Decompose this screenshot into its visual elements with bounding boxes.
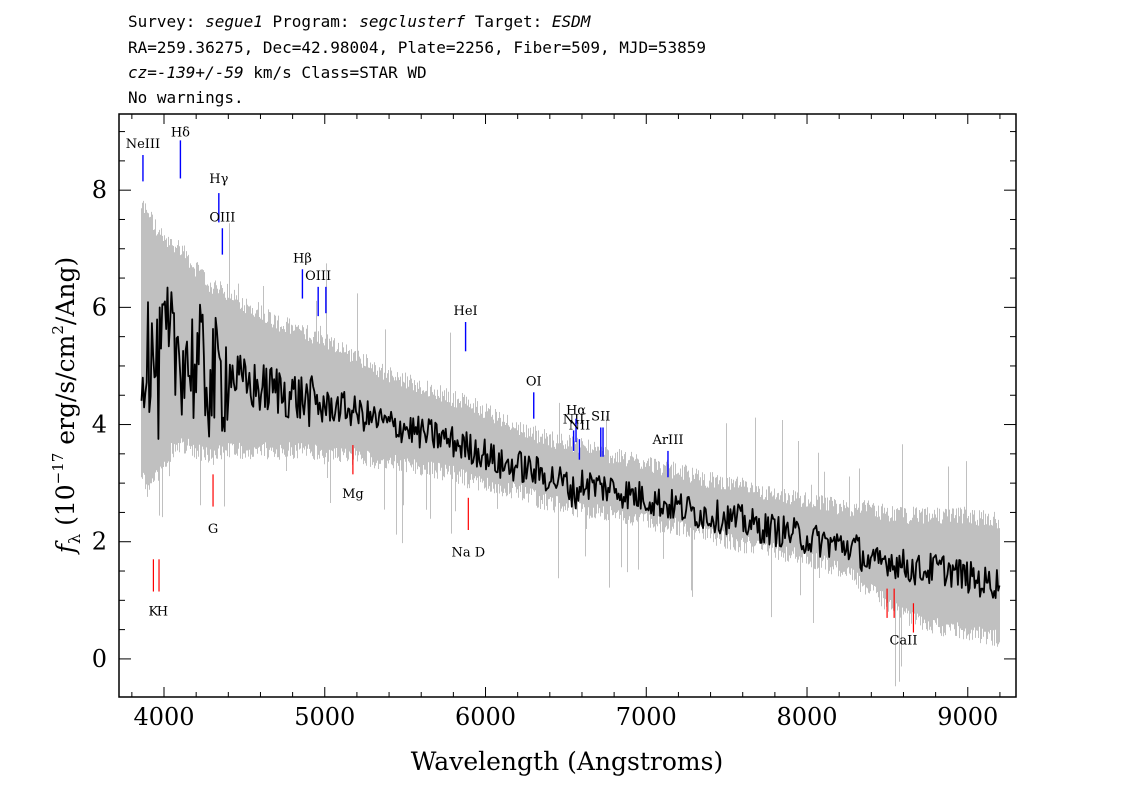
- emission-line-label: HeI: [453, 304, 477, 319]
- spectral-lines: NeIIIHδHγOIIIHβOIIIHeIOINIIHαNIISIIArIII…: [126, 125, 918, 648]
- redshift-value: cz=-139+/-59: [128, 63, 244, 82]
- flux-line: [140, 286, 1001, 599]
- x-tick-label: 7000: [616, 703, 677, 731]
- program-value: segclusterf: [359, 12, 466, 31]
- header-line-3: cz=-139+/-59 km/s Class=STAR WD: [128, 63, 427, 82]
- x-tick-label: 5000: [294, 703, 355, 731]
- y-tick-label: 8: [92, 176, 107, 204]
- plot-frame: [118, 113, 1017, 698]
- absorption-line-label: K: [149, 604, 159, 619]
- x-tick-label: 6000: [455, 703, 516, 731]
- x-tick-label: 9000: [937, 703, 998, 731]
- emission-line-label: NII: [563, 412, 585, 427]
- program-label: Program:: [262, 12, 360, 31]
- survey-value: segue1: [205, 12, 263, 31]
- plot-area: [140, 200, 1001, 687]
- emission-line-label: Hβ: [293, 251, 312, 266]
- emission-line-label: Hγ: [209, 172, 228, 187]
- absorption-line-label: Mg: [342, 487, 364, 502]
- y-axis-title: fλ (10−17 erg/s/cm2/Ang): [49, 257, 84, 556]
- x-tick-label: 4000: [133, 703, 194, 731]
- absorption-line-label: H: [157, 604, 168, 619]
- y-tick-label: 4: [92, 411, 107, 439]
- absorption-line-label: G: [208, 522, 218, 537]
- y-tick-label: 2: [92, 528, 107, 556]
- axis-ticks: 4000 5000 6000 7000 8000 9000 0 2 4 6 8: [92, 114, 1016, 731]
- emission-line-label: Hδ: [171, 125, 190, 140]
- emission-line-label: NII: [569, 418, 591, 433]
- target-value: ESDM: [551, 12, 591, 31]
- x-tick-label: 8000: [776, 703, 837, 731]
- target-label: Target:: [465, 12, 552, 31]
- absorption-line-label: Na D: [451, 546, 485, 561]
- x-axis-title: Wavelength (Angstroms): [411, 747, 723, 776]
- emission-line-label: OIII: [305, 269, 331, 284]
- emission-line-label: NeIII: [126, 137, 160, 152]
- y-tick-label: 0: [92, 645, 107, 673]
- absorption-line-label: CaII: [889, 634, 917, 649]
- emission-line-label: OI: [526, 374, 542, 389]
- survey-label: Survey:: [128, 12, 206, 31]
- error-band: [141, 200, 1000, 687]
- y-tick-label: 6: [92, 293, 107, 321]
- emission-line-label: SII: [591, 410, 610, 425]
- header-line-2: RA=259.36275, Dec=42.98004, Plate=2256, …: [128, 38, 706, 57]
- header-line-1: Survey: segue1 Program: segclusterf Targ…: [128, 12, 590, 31]
- emission-line-label: OIII: [209, 210, 235, 225]
- class-text: km/s Class=STAR WD: [243, 63, 427, 82]
- emission-line-label: Hα: [566, 404, 586, 419]
- emission-line-label: ArIII: [651, 433, 683, 448]
- header-line-4: No warnings.: [128, 88, 244, 107]
